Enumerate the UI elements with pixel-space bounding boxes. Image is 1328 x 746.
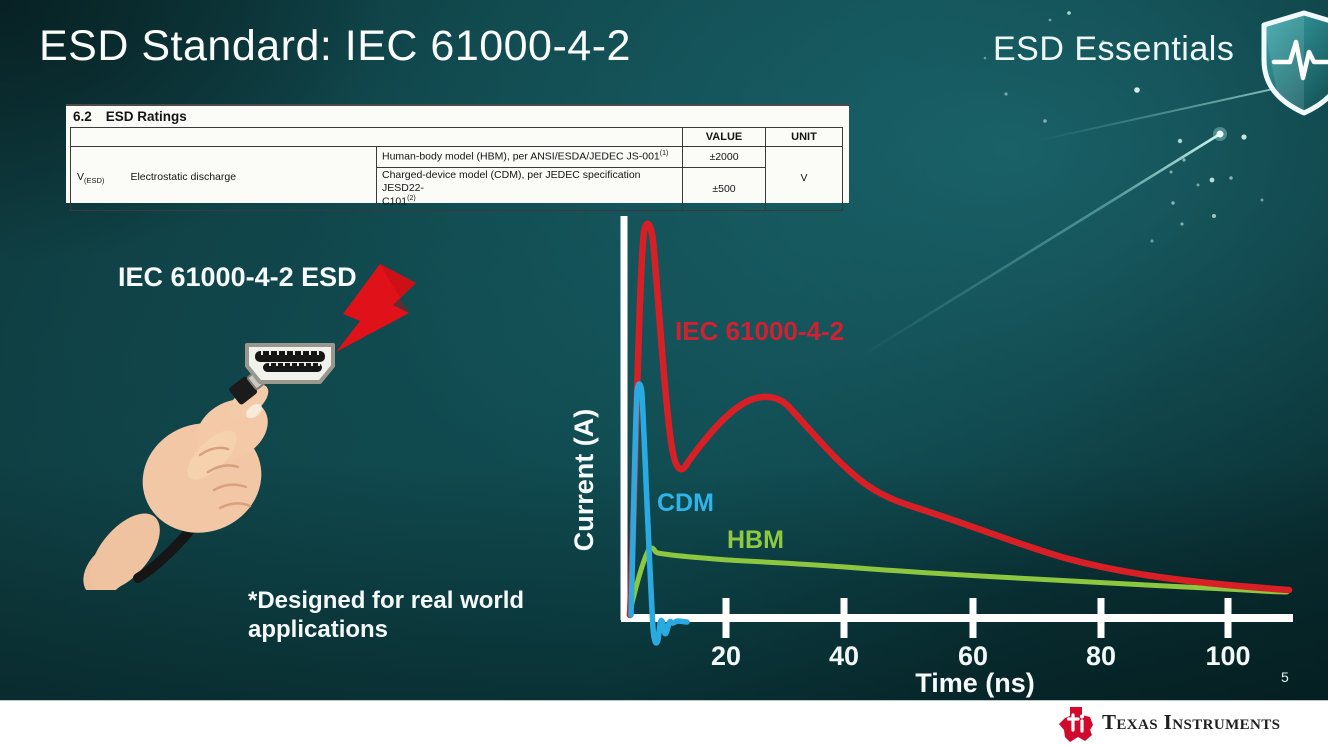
x-axis-ticks: [722, 598, 1232, 638]
lightning-bolt-icon: [336, 264, 416, 352]
unit-column-header: UNIT: [765, 127, 843, 147]
heartbeat-pulse-icon: [1271, 39, 1328, 81]
page-number: 5: [1281, 669, 1289, 685]
series-brand-title: ESD Essentials: [993, 30, 1235, 68]
table-row: Charged-device model (CDM), per JEDEC sp…: [71, 167, 843, 211]
footer-bar: Texas Instruments: [0, 700, 1328, 746]
thumbnail: [246, 403, 262, 419]
slide-title: ESD Standard: IEC 61000-4-2: [39, 22, 631, 70]
x-tick-label: 40: [829, 641, 859, 671]
esd-essentials-shield-icon: [1261, 10, 1328, 116]
value-column-header: VALUE: [682, 127, 766, 147]
symbol: V(ESD): [77, 171, 105, 186]
hbm-curve: [626, 545, 1290, 618]
datasheet-snippet: 6.2 ESD Ratings VALUE UNIT V(ESD) Electros…: [66, 104, 849, 211]
iec-curve-label: IEC 61000-4-2: [675, 316, 844, 346]
hand-icon: [83, 513, 160, 590]
hdmi-connector-icon: [245, 343, 335, 384]
illustration-label: IEC 61000-4-2 ESD: [118, 262, 357, 292]
test-condition-cell: Charged-device model (CDM), per JEDEC sp…: [376, 167, 683, 211]
test-condition-cell: Human-body model (HBM), per ANSI/ESDA/JE…: [376, 146, 683, 168]
x-tick-label: 20: [711, 641, 741, 671]
hand-icon: [142, 384, 269, 533]
iec-curve: [626, 220, 1293, 619]
x-axis-label: Time (ns): [915, 668, 1035, 698]
header-empty-cell: [70, 127, 683, 147]
cdm-curve-label: CDM: [657, 489, 714, 517]
y-axis-label: Current (A): [569, 409, 599, 552]
footnote: *Designed for real world applications: [248, 587, 525, 644]
value-cell: ±2000: [682, 146, 766, 168]
esd-waveform-chart: 20 40 60 80 100 Time (ns) Current (A) IE…: [569, 216, 1293, 698]
hand-holding-cable-illustration: [83, 264, 416, 590]
unit-cell: V: [765, 146, 843, 211]
parameter-cell: V(ESD) Electrostatic discharge: [70, 146, 377, 211]
comet-streak: [857, 132, 1221, 360]
parameter-name: Electrostatic discharge: [130, 171, 237, 184]
section-title: ESD Ratings: [105, 109, 187, 124]
x-tick-label: 60: [958, 641, 988, 671]
ti-logo-icon: [1059, 707, 1093, 742]
lightning-bolt-shade: [380, 264, 416, 313]
comet-head: [1216, 130, 1224, 138]
x-tick-label: 100: [1205, 641, 1250, 671]
esd-ratings-table: VALUE UNIT V(ESD) Electrostatic discharge…: [70, 127, 843, 211]
value-cell: ±500: [682, 167, 766, 211]
section-number: 6.2: [73, 109, 92, 124]
x-tick-label: 80: [1086, 641, 1116, 671]
company-wordmark: Texas Instruments: [1102, 710, 1281, 734]
table-header-row: VALUE UNIT: [70, 127, 843, 147]
star-field: [983, 11, 1264, 243]
datasheet-section-heading: 6.2 ESD Ratings: [73, 109, 187, 124]
hbm-curve-label: HBM: [727, 526, 784, 554]
cdm-curve: [628, 381, 690, 646]
table-row: V(ESD) Electrostatic discharge Human-body…: [70, 146, 843, 211]
